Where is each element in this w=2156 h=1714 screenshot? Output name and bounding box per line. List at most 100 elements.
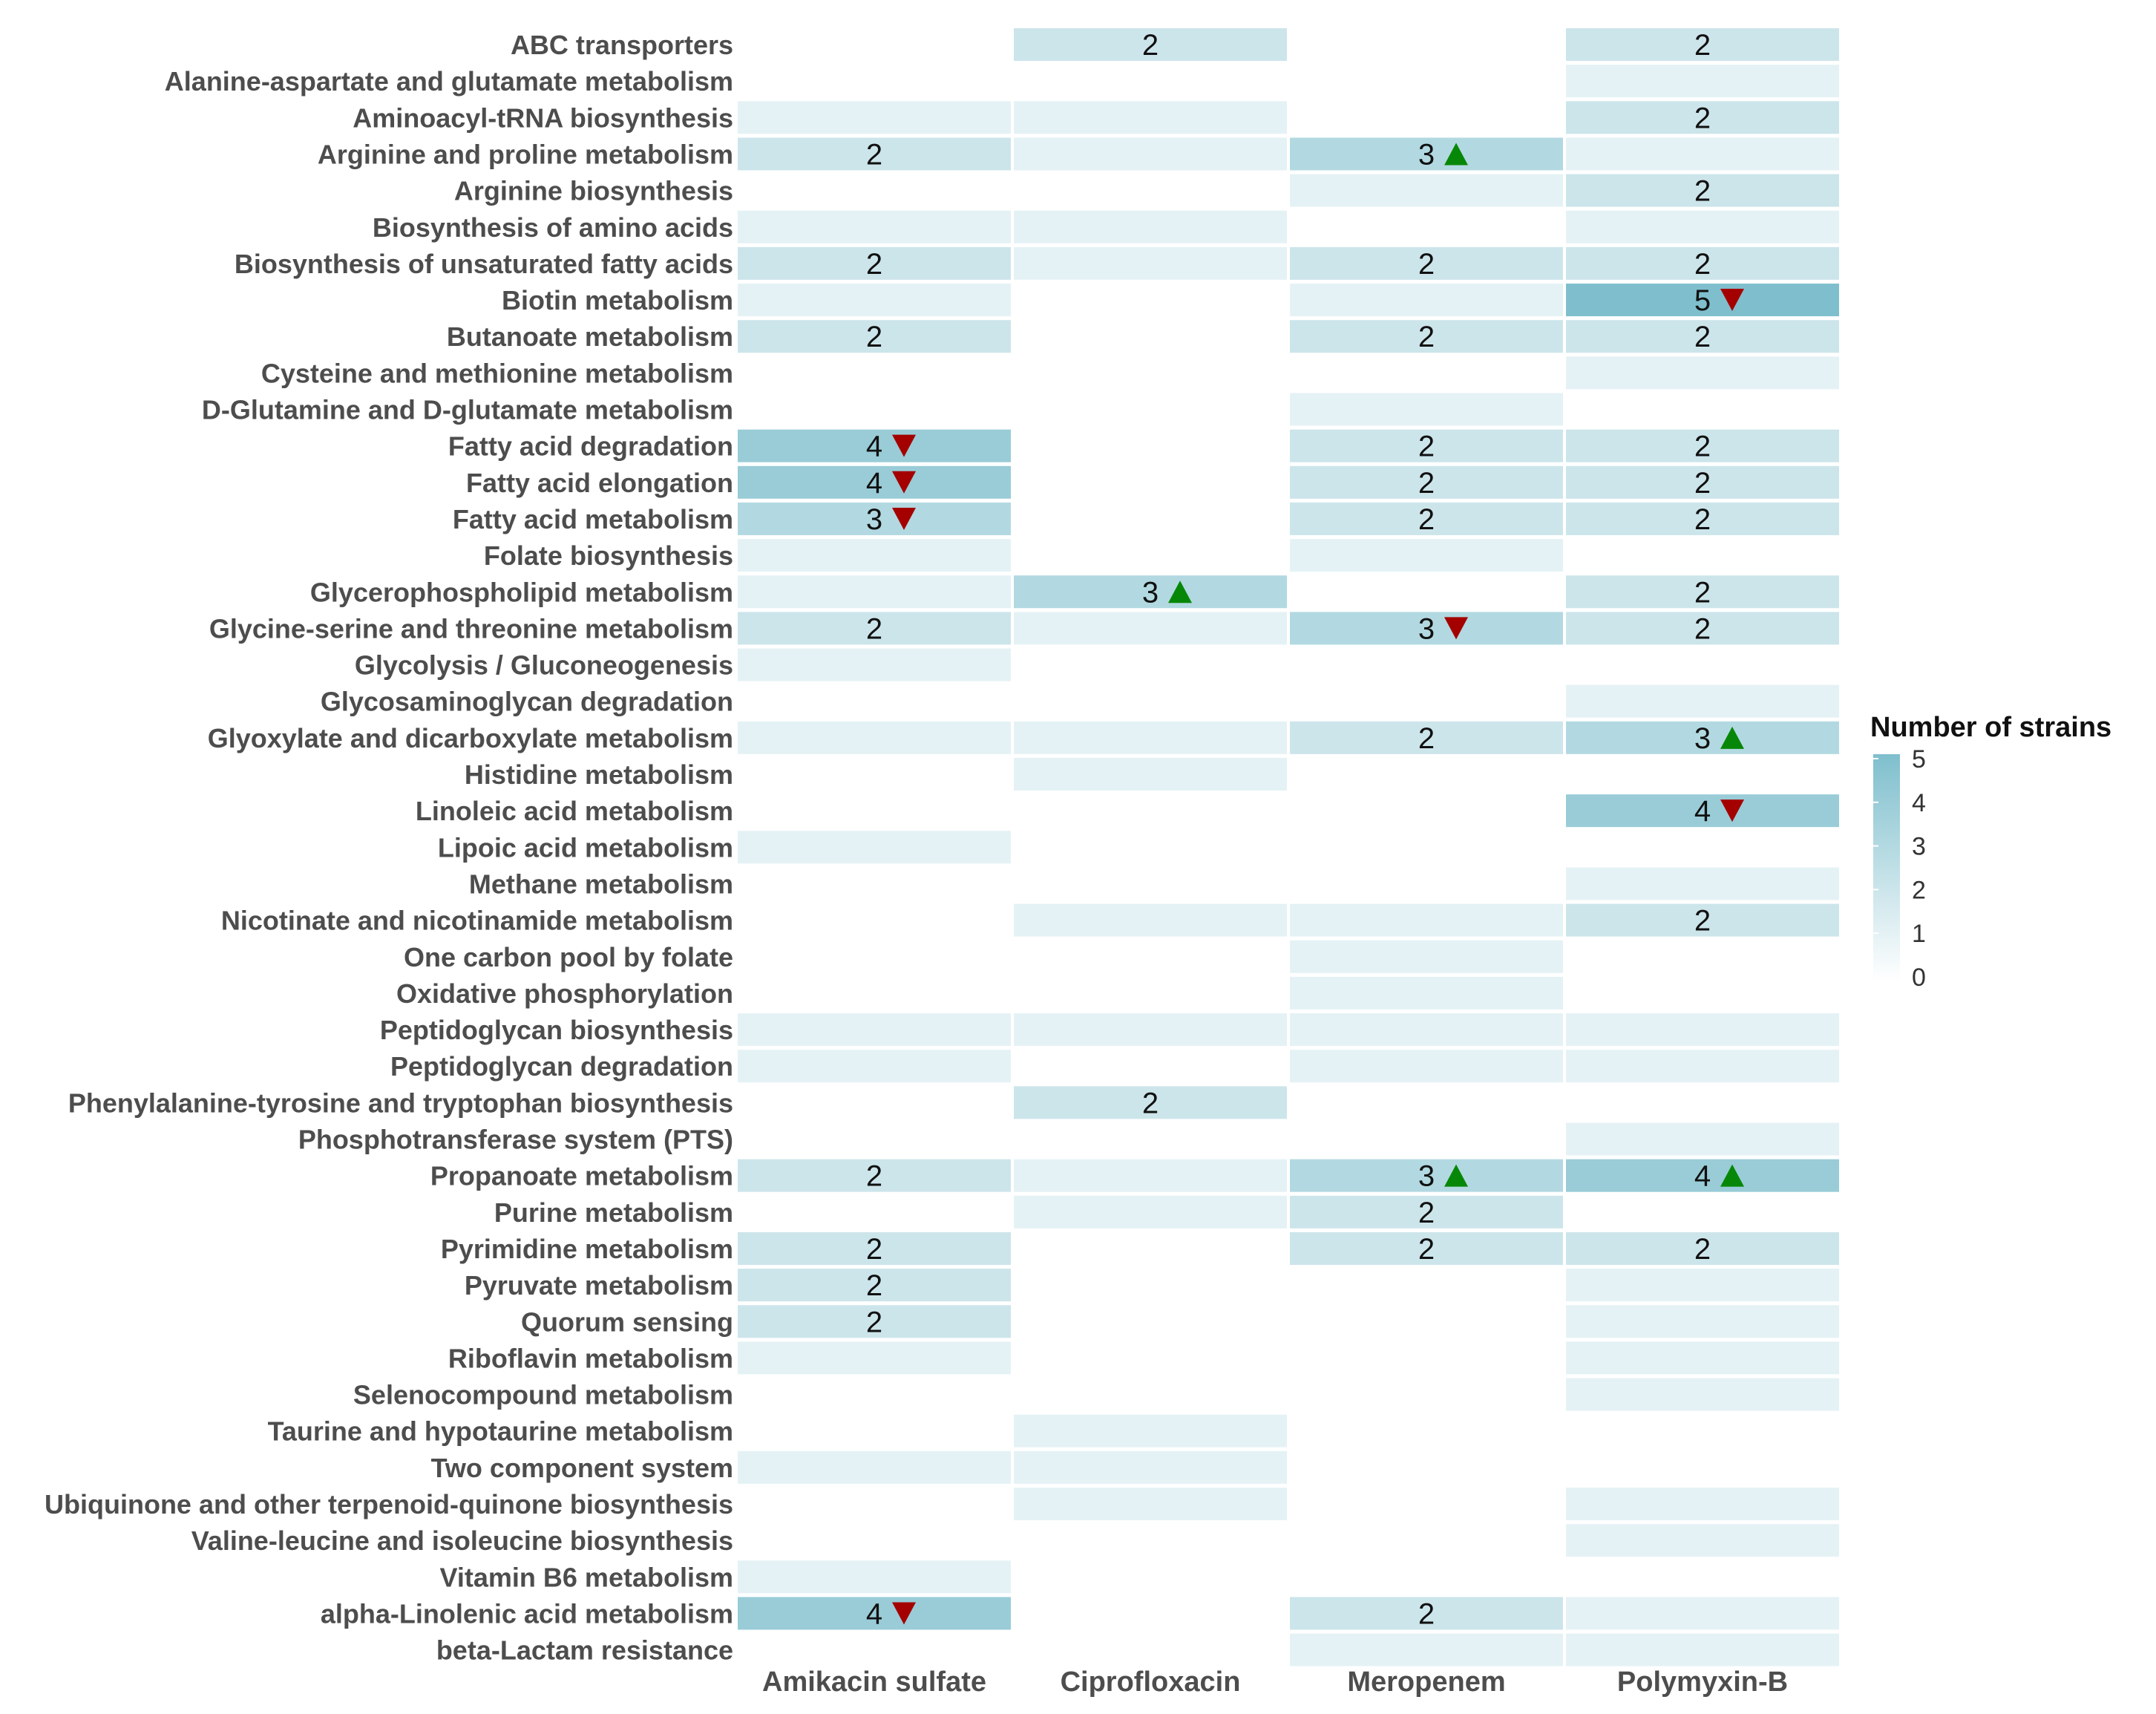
cell-ubiquinone-and-other-terpenoid-quinone-biosynthesis-polymyxin-b [1566,1488,1839,1520]
cell-value-fatty-acid-metabolism-polymyxin-b: 2 [1694,503,1711,536]
row-label-glycerophospholipid-metabolism: Glycerophospholipid metabolism [310,577,733,607]
cell-fatty-acid-degradation-meropenem [1290,429,1563,462]
legend: Number of strains 5 4 3 2 1 0 [1870,712,2111,992]
cell-peptidoglycan-biosynthesis-polymyxin-b [1566,1013,1839,1047]
cell-ubiquinone-and-other-terpenoid-quinone-biosynthesis-ciprofloxacin [1014,1488,1287,1520]
cell-value-arginine-biosynthesis-polymyxin-b: 2 [1694,175,1711,208]
cell-value-glyoxylate-and-dicarboxylate-metabolism-polymyxin-b: 3 [1694,722,1711,755]
down-triangle-icon [892,1602,916,1625]
cell-value-biosynthesis-of-unsaturated-fatty-acids-polymyxin-b: 2 [1694,248,1711,281]
row-label-abc-transporters: ABC transporters [511,30,733,60]
cell-biosynthesis-of-amino-acids-polymyxin-b [1566,210,1839,243]
row-label-arginine-biosynthesis: Arginine biosynthesis [454,176,733,206]
cell-peptidoglycan-biosynthesis-meropenem [1290,1013,1563,1047]
down-triangle-icon [892,434,916,457]
row-label-phenylalanine-tyrosine-and-tryptophan-biosynthesis: Phenylalanine-tyrosine and tryptophan bi… [68,1087,733,1118]
cell-value-arginine-and-proline-metabolism-meropenem: 3 [1418,138,1435,171]
cell-glycolysis-gluconeogenesis-amikacin-sulfate [738,648,1011,681]
cell-value-abc-transporters-polymyxin-b: 2 [1694,29,1711,62]
cell-arginine-and-proline-metabolism-ciprofloxacin [1014,137,1287,171]
legend-title: Number of strains [1870,712,2111,743]
column-label-amikacin-sulfate: Amikacin sulfate [762,1666,986,1698]
cell-value-fatty-acid-metabolism-amikacin-sulfate: 3 [866,503,882,536]
cell-glycine-serine-and-threonine-metabolism-amikacin-sulfate [738,612,1011,645]
cell-vitamin-b6-metabolism-amikacin-sulfate [738,1560,1011,1594]
cell-biotin-metabolism-amikacin-sulfate [738,284,1011,317]
cell-biosynthesis-of-amino-acids-ciprofloxacin [1014,210,1287,243]
cell-glycerophospholipid-metabolism-polymyxin-b [1566,575,1839,609]
cell-methane-metabolism-polymyxin-b [1566,867,1839,900]
cell-propanoate-metabolism-ciprofloxacin [1014,1159,1287,1192]
row-label-riboflavin-metabolism: Riboflavin metabolism [448,1343,733,1373]
cell-value-alpha-linolenic-acid-metabolism-meropenem: 2 [1418,1597,1435,1630]
legend-tick-label: 5 [1912,745,1926,773]
cell-value-fatty-acid-elongation-meropenem: 2 [1418,467,1435,500]
up-triangle-icon [1168,580,1192,604]
cell-value-pyrimidine-metabolism-meropenem: 2 [1418,1233,1435,1266]
row-label-alpha-linolenic-acid-metabolism: alpha-Linolenic acid metabolism [321,1598,733,1629]
cell-glycosaminoglycan-degradation-polymyxin-b [1566,684,1839,718]
legend-tick-label: 4 [1912,789,1926,817]
cell-arginine-biosynthesis-meropenem [1290,174,1563,207]
row-label-linoleic-acid-metabolism: Linoleic acid metabolism [416,796,733,826]
row-label-glycine-serine-and-threonine-metabolism: Glycine-serine and threonine metabolism [209,613,733,644]
cell-propanoate-metabolism-amikacin-sulfate [738,1159,1011,1192]
row-label-purine-metabolism: Purine metabolism [494,1197,733,1228]
row-label-fatty-acid-metabolism: Fatty acid metabolism [453,504,733,534]
cell-arginine-and-proline-metabolism-meropenem [1290,137,1563,171]
cell-fatty-acid-metabolism-meropenem [1290,502,1563,535]
row-label-selenocompound-metabolism: Selenocompound metabolism [353,1380,733,1410]
cell-value-glycine-serine-and-threonine-metabolism-amikacin-sulfate: 2 [866,612,882,645]
cell-value-pyrimidine-metabolism-amikacin-sulfate: 2 [866,1233,882,1266]
cell-pyruvate-metabolism-amikacin-sulfate [738,1269,1011,1302]
row-label-arginine-and-proline-metabolism: Arginine and proline metabolism [318,139,733,169]
cell-fatty-acid-degradation-amikacin-sulfate [738,429,1011,462]
cell-value-glyoxylate-and-dicarboxylate-metabolism-meropenem: 2 [1418,722,1435,755]
cell-pyrimidine-metabolism-meropenem [1290,1231,1563,1265]
row-label-peptidoglycan-degradation: Peptidoglycan degradation [390,1051,733,1082]
cell-value-propanoate-metabolism-amikacin-sulfate: 2 [866,1160,882,1193]
cell-propanoate-metabolism-polymyxin-b [1566,1159,1839,1192]
cell-value-glycine-serine-and-threonine-metabolism-meropenem: 3 [1418,612,1435,645]
row-label-one-carbon-pool-by-folate: One carbon pool by folate [404,942,733,972]
cell-value-alpha-linolenic-acid-metabolism-amikacin-sulfate: 4 [866,1597,882,1630]
cell-arginine-and-proline-metabolism-polymyxin-b [1566,137,1839,171]
column-label-ciprofloxacin: Ciprofloxacin [1061,1666,1241,1698]
cell-value-propanoate-metabolism-meropenem: 3 [1418,1160,1435,1193]
row-label-biotin-metabolism: Biotin metabolism [502,285,733,315]
cell-quorum-sensing-polymyxin-b [1566,1305,1839,1338]
cell-abc-transporters-polymyxin-b [1566,28,1839,61]
cell-cysteine-and-methionine-metabolism-polymyxin-b [1566,356,1839,390]
cell-biotin-metabolism-polymyxin-b [1566,284,1839,317]
cell-value-fatty-acid-elongation-polymyxin-b: 2 [1694,467,1711,500]
down-triangle-icon [892,507,916,530]
cell-oxidative-phosphorylation-meropenem [1290,976,1563,1010]
cell-linoleic-acid-metabolism-polymyxin-b [1566,794,1839,828]
cell-value-nicotinate-and-nicotinamide-metabolism-polymyxin-b: 2 [1694,905,1711,938]
up-triangle-icon [1720,1164,1744,1187]
cell-value-arginine-and-proline-metabolism-amikacin-sulfate: 2 [866,138,882,171]
row-label-pyruvate-metabolism: Pyruvate metabolism [465,1270,733,1301]
row-label-methane-metabolism: Methane metabolism [469,869,733,899]
legend-tick-label: 0 [1912,964,1926,992]
cell-fatty-acid-metabolism-amikacin-sulfate [738,502,1011,535]
cell-nicotinate-and-nicotinamide-metabolism-ciprofloxacin [1014,903,1287,937]
cell-alpha-linolenic-acid-metabolism-polymyxin-b [1566,1597,1839,1630]
cell-value-pyruvate-metabolism-amikacin-sulfate: 2 [866,1269,882,1302]
column-label-polymyxin-b: Polymyxin-B [1617,1666,1788,1698]
cell-value-biosynthesis-of-unsaturated-fatty-acids-meropenem: 2 [1418,248,1435,281]
row-label-pyrimidine-metabolism: Pyrimidine metabolism [441,1234,733,1264]
cell-butanoate-metabolism-polymyxin-b [1566,320,1839,353]
row-label-phosphotransferase-system-pts: Phosphotransferase system (PTS) [298,1125,733,1155]
cell-value-butanoate-metabolism-polymyxin-b: 2 [1694,321,1711,353]
row-label-two-component-system: Two component system [431,1453,733,1483]
cell-value-fatty-acid-elongation-amikacin-sulfate: 4 [866,467,882,500]
cell-butanoate-metabolism-meropenem [1290,320,1563,353]
row-label-alanine-aspartate-and-glutamate-metabolism: Alanine-aspartate and glutamate metaboli… [165,66,733,97]
cell-alanine-aspartate-and-glutamate-metabolism-polymyxin-b [1566,65,1839,98]
cell-riboflavin-metabolism-polymyxin-b [1566,1341,1839,1375]
up-triangle-icon [1444,1164,1468,1187]
cell-value-glycerophospholipid-metabolism-ciprofloxacin: 3 [1142,576,1159,609]
cell-fatty-acid-degradation-polymyxin-b [1566,429,1839,462]
